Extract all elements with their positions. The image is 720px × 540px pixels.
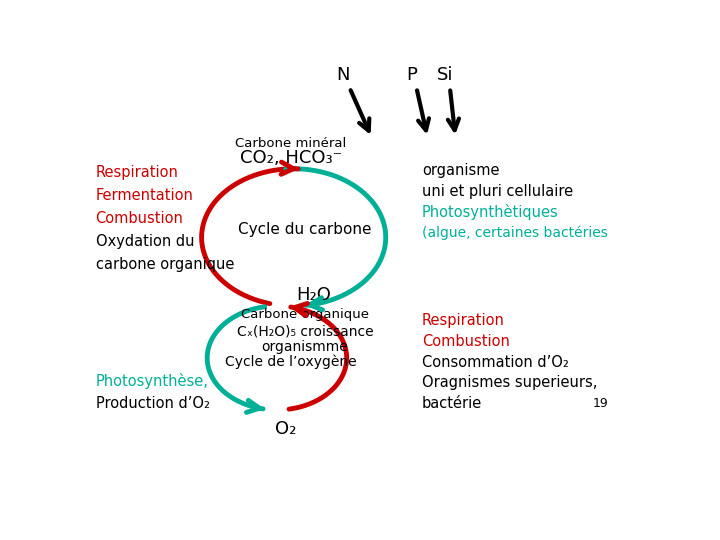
- Text: organismme: organismme: [261, 341, 348, 354]
- Text: P: P: [407, 65, 418, 84]
- Text: Photosynthèse,: Photosynthèse,: [96, 373, 209, 389]
- Text: Oxydation du: Oxydation du: [96, 234, 194, 249]
- Text: Photosynthètiques: Photosynthètiques: [422, 205, 559, 220]
- Text: Oragnismes superieurs,: Oragnismes superieurs,: [422, 375, 598, 390]
- Text: Carbone minéral: Carbone minéral: [235, 137, 346, 150]
- Text: Consommation d’O₂: Consommation d’O₂: [422, 355, 569, 369]
- Text: carbone organique: carbone organique: [96, 257, 234, 272]
- Text: 19: 19: [593, 397, 608, 410]
- Text: CO₂, HCO₃⁻: CO₂, HCO₃⁻: [240, 148, 342, 167]
- Text: Cₓ(H₂O)₅ croissance: Cₓ(H₂O)₅ croissance: [236, 325, 373, 339]
- Text: Production d’O₂: Production d’O₂: [96, 396, 210, 411]
- Text: Combustion: Combustion: [96, 211, 184, 226]
- Text: organisme: organisme: [422, 163, 500, 178]
- Text: Cycle de l’oxygène: Cycle de l’oxygène: [225, 355, 356, 369]
- Text: Combustion: Combustion: [422, 334, 510, 349]
- Text: (algue, certaines bactéries: (algue, certaines bactéries: [422, 226, 608, 240]
- Text: H₂O: H₂O: [296, 286, 330, 304]
- Text: O₂: O₂: [274, 420, 296, 438]
- Text: Carbone organique: Carbone organique: [240, 308, 369, 321]
- Text: Fermentation: Fermentation: [96, 188, 194, 203]
- Text: uni et pluri cellulaire: uni et pluri cellulaire: [422, 184, 573, 199]
- Text: bactérie: bactérie: [422, 396, 482, 411]
- Text: Cycle du carbone: Cycle du carbone: [238, 221, 372, 237]
- Text: N: N: [336, 65, 349, 84]
- Text: Respiration: Respiration: [96, 165, 179, 180]
- Text: Respiration: Respiration: [422, 313, 505, 328]
- Text: Si: Si: [437, 65, 454, 84]
